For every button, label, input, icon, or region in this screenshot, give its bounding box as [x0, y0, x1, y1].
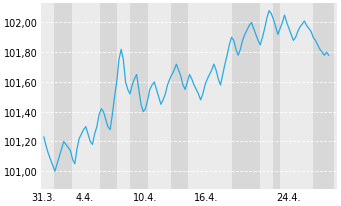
- Bar: [273, 4, 280, 189]
- Bar: [232, 4, 260, 189]
- Bar: [100, 4, 117, 189]
- Bar: [130, 4, 148, 189]
- Bar: [54, 4, 72, 189]
- Bar: [313, 4, 334, 189]
- Bar: [171, 4, 188, 189]
